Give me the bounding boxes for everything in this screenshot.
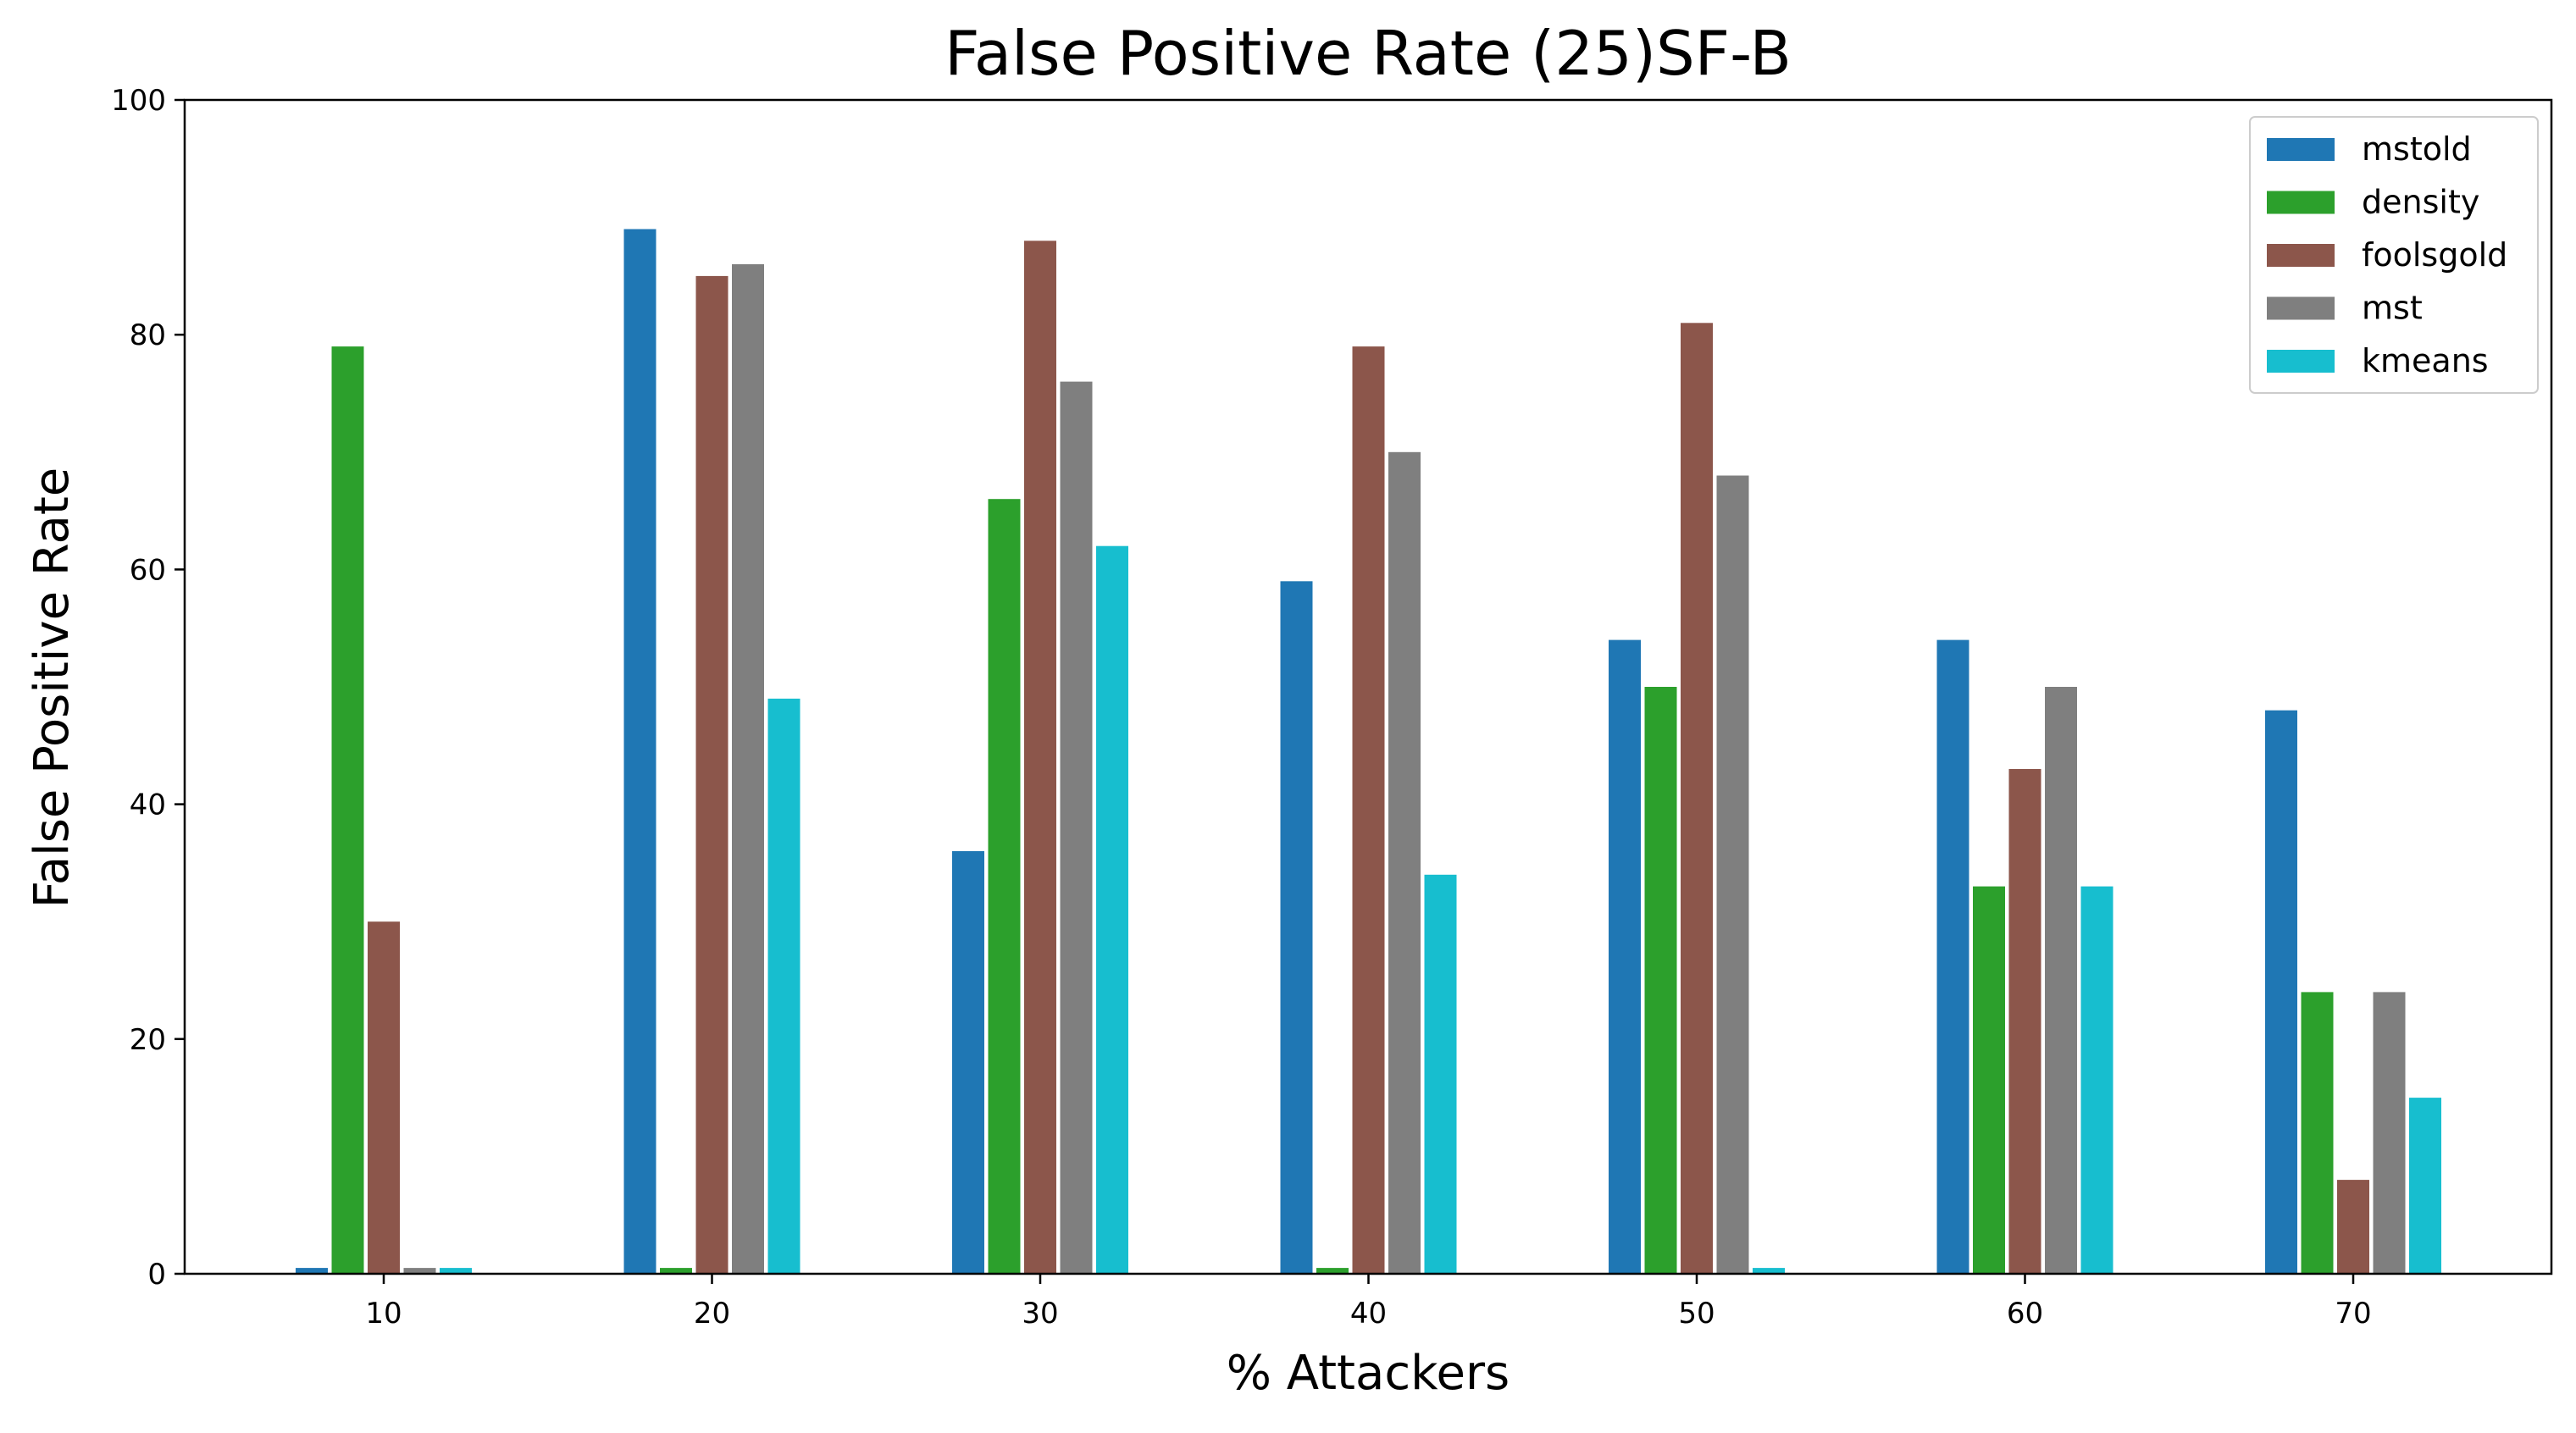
plot-frame bbox=[183, 98, 2553, 1275]
bar-mst-20 bbox=[732, 264, 764, 1274]
legend: mstold density foolsgold mst kmeans bbox=[2249, 116, 2539, 394]
bar-kmeans-70 bbox=[2409, 1098, 2441, 1274]
x-tick-label: 10 bbox=[365, 1297, 402, 1331]
bar-mstold-60 bbox=[1936, 639, 1969, 1274]
bar-mstold-50 bbox=[1609, 639, 1641, 1274]
x-tick-label: 60 bbox=[2007, 1297, 2043, 1331]
legend-swatch-density bbox=[2267, 191, 2335, 214]
legend-swatch-mstold bbox=[2267, 138, 2335, 161]
y-tick-label: 60 bbox=[130, 553, 166, 587]
bar-density-10 bbox=[331, 346, 364, 1275]
legend-box bbox=[2249, 116, 2539, 394]
bar-foolsgold-10 bbox=[368, 921, 400, 1274]
bar-mst-50 bbox=[1716, 475, 1749, 1274]
bar-foolsgold-30 bbox=[1024, 241, 1056, 1274]
bar-mst-10 bbox=[403, 1268, 436, 1274]
bar-kmeans-60 bbox=[2080, 886, 2113, 1274]
bar-density-40 bbox=[1316, 1268, 1349, 1274]
y-tick-label: 100 bbox=[111, 84, 166, 118]
bar-kmeans-30 bbox=[1096, 545, 1128, 1274]
y-tick-label: 0 bbox=[147, 1258, 166, 1292]
y-tick-label: 80 bbox=[130, 318, 166, 352]
bar-foolsgold-20 bbox=[695, 275, 728, 1274]
legend-swatch-mst bbox=[2267, 296, 2335, 320]
x-axis-label: % Attackers bbox=[1227, 1346, 1510, 1401]
bar-mstold-10 bbox=[296, 1268, 328, 1274]
bar-density-20 bbox=[660, 1268, 692, 1274]
x-tick-label: 70 bbox=[2335, 1297, 2371, 1331]
bar-mstold-30 bbox=[952, 851, 984, 1274]
x-tick-label: 50 bbox=[1678, 1297, 1715, 1331]
bar-mstold-40 bbox=[1280, 581, 1313, 1274]
bar-density-60 bbox=[1973, 886, 2005, 1274]
legend-swatch-foolsgold bbox=[2267, 244, 2335, 267]
bar-kmeans-50 bbox=[1753, 1268, 1785, 1274]
bar-density-70 bbox=[2301, 992, 2334, 1274]
bar-foolsgold-70 bbox=[2337, 1180, 2369, 1274]
bar-density-50 bbox=[1644, 687, 1677, 1274]
bar-density-30 bbox=[988, 499, 1021, 1274]
legend-label-mst: mst bbox=[2362, 290, 2423, 327]
bar-kmeans-20 bbox=[767, 698, 800, 1274]
bar-foolsgold-60 bbox=[2008, 769, 2041, 1274]
bar-kmeans-40 bbox=[1424, 874, 1457, 1274]
legend-label-density: density bbox=[2362, 184, 2479, 221]
bar-mstold-20 bbox=[623, 229, 656, 1274]
y-tick-label: 20 bbox=[130, 1023, 166, 1057]
x-tick-label: 20 bbox=[694, 1297, 730, 1331]
y-tick-label: 40 bbox=[130, 788, 166, 822]
legend-label-mstold: mstold bbox=[2362, 130, 2472, 168]
bar-mst-40 bbox=[1388, 451, 1421, 1274]
chart-title: False Positive Rate (25)SF-B bbox=[945, 18, 1792, 89]
bar-mst-30 bbox=[1060, 381, 1093, 1275]
bars-layer bbox=[296, 229, 2441, 1275]
bar-mstold-70 bbox=[2265, 710, 2297, 1274]
legend-label-foolsgold: foolsgold bbox=[2362, 236, 2507, 274]
x-tick-label: 30 bbox=[1022, 1297, 1058, 1331]
bar-foolsgold-50 bbox=[1681, 323, 1713, 1274]
axis-ticks: 10 20 30 40 50 60 70 0 20 40 60 80 100 bbox=[111, 84, 2372, 1331]
legend-label-kmeans: kmeans bbox=[2362, 342, 2489, 379]
x-tick-label: 40 bbox=[1350, 1297, 1387, 1331]
bar-mst-70 bbox=[2373, 992, 2406, 1274]
bar-foolsgold-40 bbox=[1352, 346, 1385, 1275]
bar-kmeans-10 bbox=[440, 1268, 472, 1274]
bar-mst-60 bbox=[2045, 687, 2077, 1274]
y-axis-label: False Positive Rate bbox=[25, 468, 80, 908]
legend-swatch-kmeans bbox=[2267, 350, 2335, 373]
